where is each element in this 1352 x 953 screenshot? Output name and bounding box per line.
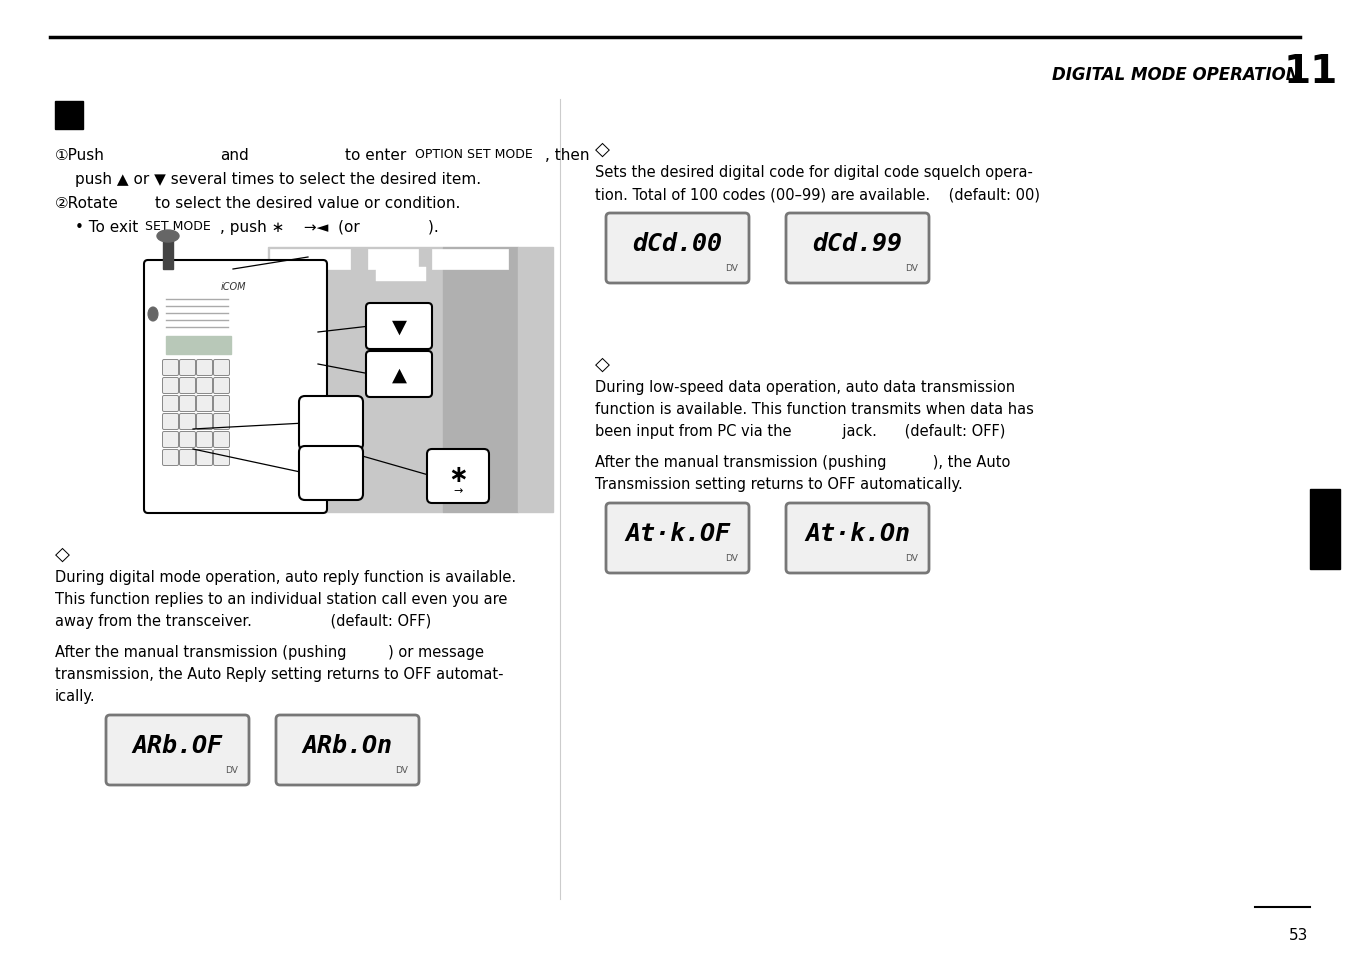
- FancyBboxPatch shape: [214, 378, 230, 395]
- Text: Sets the desired digital code for digital code squelch opera-: Sets the desired digital code for digita…: [595, 165, 1033, 180]
- Text: , push ∗    →◄  (or              ).: , push ∗ →◄ (or ).: [220, 220, 439, 234]
- Text: ically.: ically.: [55, 688, 96, 703]
- Text: SET MODE: SET MODE: [145, 220, 211, 233]
- FancyBboxPatch shape: [180, 432, 196, 448]
- Text: push ▲ or ▼ several times to select the desired item.: push ▲ or ▼ several times to select the …: [74, 172, 481, 187]
- FancyBboxPatch shape: [786, 503, 929, 574]
- Text: ◇: ◇: [595, 140, 610, 159]
- FancyBboxPatch shape: [299, 447, 362, 500]
- Text: DV: DV: [725, 264, 738, 273]
- Bar: [376, 268, 426, 282]
- Text: transmission, the Auto Reply setting returns to OFF automat-: transmission, the Auto Reply setting ret…: [55, 666, 503, 681]
- FancyBboxPatch shape: [214, 432, 230, 448]
- Text: been input from PC via the           jack.      (default: OFF): been input from PC via the jack. (defaul…: [595, 423, 1006, 438]
- Text: At·k.OF: At·k.OF: [625, 521, 730, 545]
- FancyBboxPatch shape: [276, 716, 419, 785]
- Text: DV: DV: [226, 765, 238, 774]
- FancyBboxPatch shape: [180, 360, 196, 376]
- Text: After the manual transmission (pushing         ) or message: After the manual transmission (pushing )…: [55, 644, 484, 659]
- Bar: [433, 250, 508, 270]
- Text: 11: 11: [1284, 53, 1338, 91]
- Text: • To exit: • To exit: [74, 220, 143, 234]
- Text: function is available. This function transmits when data has: function is available. This function tra…: [595, 401, 1034, 416]
- Ellipse shape: [157, 231, 178, 243]
- FancyBboxPatch shape: [299, 396, 362, 451]
- Text: ②Rotate: ②Rotate: [55, 195, 119, 211]
- Text: dCd.99: dCd.99: [813, 232, 903, 255]
- FancyBboxPatch shape: [214, 414, 230, 430]
- Text: , then: , then: [545, 148, 589, 163]
- Text: DIGITAL MODE OPERATION: DIGITAL MODE OPERATION: [1052, 66, 1301, 84]
- FancyBboxPatch shape: [196, 378, 212, 395]
- Text: ◇: ◇: [595, 355, 610, 374]
- Text: ARb.OF: ARb.OF: [132, 733, 223, 758]
- Text: ∗: ∗: [448, 462, 468, 486]
- Text: ①Push: ①Push: [55, 148, 105, 163]
- Bar: [270, 250, 350, 270]
- FancyBboxPatch shape: [606, 503, 749, 574]
- Bar: [443, 248, 518, 513]
- Bar: [1310, 490, 1340, 569]
- Bar: [55, 102, 82, 130]
- Bar: [166, 336, 231, 355]
- Text: iCOM: iCOM: [220, 282, 246, 292]
- FancyBboxPatch shape: [162, 360, 178, 376]
- Text: 53: 53: [1288, 927, 1307, 942]
- Text: ◇: ◇: [55, 544, 70, 563]
- Text: to enter: to enter: [345, 148, 411, 163]
- FancyBboxPatch shape: [214, 360, 230, 376]
- Text: tion. Total of 100 codes (00–99) are available.    (default: 00): tion. Total of 100 codes (00–99) are ava…: [595, 187, 1040, 202]
- FancyBboxPatch shape: [180, 450, 196, 466]
- Text: Transmission setting returns to OFF automatically.: Transmission setting returns to OFF auto…: [595, 476, 963, 492]
- Text: DV: DV: [904, 264, 918, 273]
- FancyBboxPatch shape: [214, 396, 230, 412]
- Text: At·k.On: At·k.On: [804, 521, 910, 545]
- Text: DV: DV: [725, 554, 738, 562]
- FancyBboxPatch shape: [606, 213, 749, 284]
- FancyBboxPatch shape: [180, 414, 196, 430]
- FancyBboxPatch shape: [196, 396, 212, 412]
- FancyBboxPatch shape: [162, 432, 178, 448]
- Text: and: and: [220, 148, 249, 163]
- FancyBboxPatch shape: [145, 261, 327, 514]
- FancyBboxPatch shape: [214, 450, 230, 466]
- FancyBboxPatch shape: [162, 450, 178, 466]
- Text: to select the desired value or condition.: to select the desired value or condition…: [155, 195, 461, 211]
- Text: After the manual transmission (pushing          ), the Auto: After the manual transmission (pushing )…: [595, 455, 1010, 470]
- FancyBboxPatch shape: [105, 716, 249, 785]
- Bar: [268, 248, 443, 513]
- Text: OPTION SET MODE: OPTION SET MODE: [415, 148, 533, 161]
- Bar: [164, 236, 173, 270]
- FancyBboxPatch shape: [366, 352, 433, 397]
- FancyBboxPatch shape: [196, 360, 212, 376]
- FancyBboxPatch shape: [196, 414, 212, 430]
- Ellipse shape: [147, 308, 158, 322]
- Text: away from the transceiver.                 (default: OFF): away from the transceiver. (default: OFF…: [55, 614, 431, 628]
- Text: DV: DV: [395, 765, 408, 774]
- FancyBboxPatch shape: [162, 396, 178, 412]
- FancyBboxPatch shape: [427, 450, 489, 503]
- Text: ▲: ▲: [392, 365, 407, 384]
- FancyBboxPatch shape: [162, 414, 178, 430]
- FancyBboxPatch shape: [180, 396, 196, 412]
- Text: ▼: ▼: [392, 317, 407, 336]
- Bar: [368, 250, 418, 270]
- Text: ARb.On: ARb.On: [303, 733, 392, 758]
- Text: DV: DV: [904, 554, 918, 562]
- FancyBboxPatch shape: [196, 450, 212, 466]
- Text: During digital mode operation, auto reply function is available.: During digital mode operation, auto repl…: [55, 569, 516, 584]
- FancyBboxPatch shape: [366, 304, 433, 350]
- Text: This function replies to an individual station call even you are: This function replies to an individual s…: [55, 592, 507, 606]
- FancyBboxPatch shape: [162, 378, 178, 395]
- Text: →: →: [453, 485, 462, 496]
- FancyBboxPatch shape: [786, 213, 929, 284]
- Text: During low-speed data operation, auto data transmission: During low-speed data operation, auto da…: [595, 379, 1015, 395]
- Bar: [518, 248, 553, 513]
- FancyBboxPatch shape: [196, 432, 212, 448]
- FancyBboxPatch shape: [180, 378, 196, 395]
- Text: dCd.00: dCd.00: [633, 232, 722, 255]
